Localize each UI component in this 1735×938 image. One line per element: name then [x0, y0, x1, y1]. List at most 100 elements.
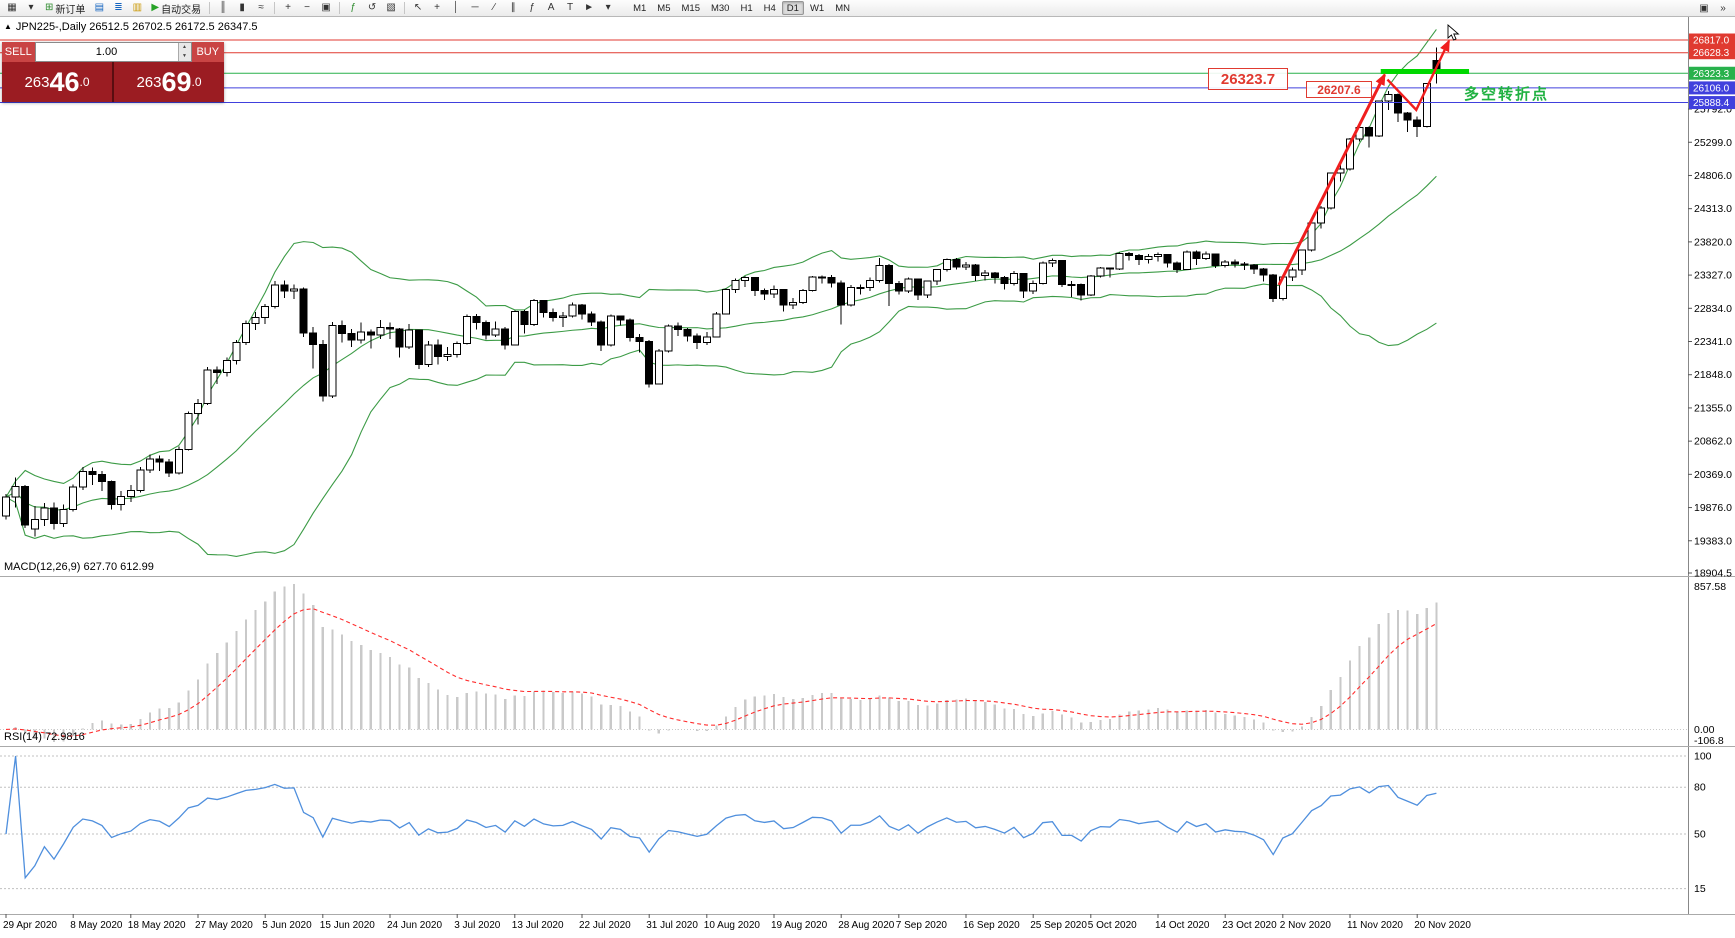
trend-arrow[interactable]: [1277, 73, 1386, 286]
toolbar-separator: [404, 2, 406, 14]
trend-arrow[interactable]: [1386, 39, 1450, 112]
candle-body: [846, 287, 855, 306]
auto-trading-label: 自动交易: [161, 4, 202, 16]
window-menu-button[interactable]: ▣: [1699, 2, 1709, 14]
time-axis-label: 25 Sep 2020: [1030, 920, 1087, 931]
candle-body: [347, 332, 356, 341]
templates-icon: ▧: [386, 2, 396, 13]
text-label-button[interactable]: T: [561, 1, 579, 16]
new-order-button[interactable]: ⊞ 新订单: [41, 1, 89, 16]
vertical-line-button[interactable]: │: [447, 1, 465, 16]
macd-axis-label: 0.00: [1694, 724, 1715, 736]
candle-body: [30, 518, 39, 530]
candle-body: [654, 350, 663, 385]
time-periods-button[interactable]: ↺: [363, 1, 381, 16]
timeframe-d1[interactable]: D1: [781, 1, 804, 15]
templates-button[interactable]: ▧: [382, 1, 400, 16]
chart-profiles-button[interactable]: ▾: [22, 1, 40, 16]
macd-indicator-label: MACD(12,26,9) 627.70 612.99: [4, 561, 154, 573]
price-level-badge: [1689, 96, 1735, 110]
candle-body: [578, 304, 586, 315]
candle-body: [443, 353, 452, 357]
one-click-toggle-icon[interactable]: ▲: [4, 22, 12, 31]
bar-chart-button[interactable]: ║: [214, 1, 232, 16]
time-axis-label: 29 Apr 2020: [3, 920, 57, 931]
candle-body: [1394, 93, 1402, 114]
trendline-icon: ∕: [493, 2, 495, 13]
arrows-dropdown-button[interactable]: ▾: [599, 1, 617, 16]
timeframe-mn[interactable]: MN: [835, 2, 850, 14]
candle-body: [1010, 273, 1018, 285]
text-icon: A: [547, 2, 555, 13]
timeframe-m5[interactable]: M5: [657, 2, 671, 14]
candle-body: [1413, 119, 1422, 128]
volume-increase-button[interactable]: ▲: [178, 43, 191, 52]
timeframe-m15[interactable]: M15: [681, 2, 700, 14]
new-chart-button[interactable]: ▦: [3, 1, 21, 16]
sell-price[interactable]: 263 46.0: [2, 62, 112, 102]
cursor-button[interactable]: ↖: [409, 1, 427, 16]
candle-body: [808, 276, 817, 291]
candle-body: [962, 264, 970, 268]
price-annotation-26323[interactable]: 26323.7: [1208, 68, 1288, 90]
indicators-list-button[interactable]: ƒ: [344, 1, 362, 16]
trendline-button[interactable]: ∕: [485, 1, 503, 16]
candlestick-chart-button[interactable]: ▮: [233, 1, 251, 16]
toolbar-more-button[interactable]: »: [1720, 2, 1726, 14]
timeframe-w1[interactable]: W1: [809, 2, 825, 14]
horizontal-line-button[interactable]: ─: [466, 1, 484, 16]
chart-symbol-header: ▲ JPN225-,Daily 26512.5 26702.5 26172.5 …: [4, 21, 258, 33]
price-level-badge-label: 26628.3: [1693, 48, 1730, 59]
sell-price-suffix: .0: [79, 75, 90, 89]
candle-body: [184, 413, 193, 450]
equidistant-channel-button[interactable]: ∥: [504, 1, 522, 16]
candle-body: [1144, 256, 1153, 260]
timeframe-m30[interactable]: M30: [710, 2, 730, 14]
candle-body: [549, 312, 558, 318]
candle-body: [904, 278, 913, 292]
navigator-icon: ▥: [132, 2, 143, 13]
volume-field: ▲ ▼: [34, 42, 192, 62]
macd-signal-line: [5, 608, 1437, 737]
timeframe-h1[interactable]: H1: [740, 2, 753, 14]
text-label-icon: T: [567, 2, 574, 13]
chart-canvas[interactable]: 25792.025299.024806.024313.023820.023327…: [0, 17, 1735, 938]
rsi-axis-label: 100: [1694, 751, 1712, 763]
chart-window-button[interactable]: ▤: [90, 1, 108, 16]
buy-price-suffix: .0: [191, 75, 202, 89]
candle-body: [1154, 254, 1162, 258]
sell-button[interactable]: SELL: [2, 42, 35, 62]
candle-body: [779, 289, 788, 306]
candle-body: [1096, 267, 1105, 277]
line-chart-button[interactable]: ≈: [252, 1, 270, 16]
candle-body: [1230, 261, 1239, 265]
market-watch-button[interactable]: ≣: [109, 1, 127, 16]
candle-body: [1192, 251, 1201, 260]
price-axis-label: 20369.0: [1694, 469, 1732, 481]
volume-decrease-button[interactable]: ▼: [178, 52, 191, 61]
auto-trading-button[interactable]: ▶ 自动交易: [147, 1, 205, 16]
timeframe-h4[interactable]: H4: [763, 2, 776, 14]
volume-input[interactable]: [35, 43, 178, 61]
time-axis-label: 18 May 2020: [128, 920, 186, 931]
navigator-button[interactable]: ▥: [128, 1, 146, 16]
tile-windows-button[interactable]: ▣: [317, 1, 335, 16]
turning-point-note[interactable]: 多空转折点: [1464, 86, 1550, 103]
zoom-in-button[interactable]: +: [279, 1, 297, 16]
price-axis-label: 24806.0: [1694, 170, 1732, 182]
fibonacci-button[interactable]: ƒ: [523, 1, 541, 16]
candle-body: [21, 485, 30, 526]
timeframe-m1[interactable]: M1: [633, 2, 647, 14]
crosshair-button[interactable]: +: [428, 1, 446, 16]
zoom-out-button[interactable]: −: [298, 1, 316, 16]
rsi-axis-label: 50: [1694, 829, 1706, 841]
price-annotation-26207[interactable]: 26207.6: [1306, 81, 1372, 98]
toolbar-separator: [209, 2, 211, 14]
time-axis-label: 14 Oct 2020: [1155, 920, 1210, 931]
text-button[interactable]: A: [542, 1, 560, 16]
arrows-tool-button[interactable]: ►: [580, 1, 598, 16]
buy-price[interactable]: 263 69.0: [114, 62, 224, 102]
candle-body: [1000, 277, 1009, 285]
buy-button[interactable]: BUY: [191, 42, 224, 62]
mouse-cursor: [1447, 24, 1460, 41]
